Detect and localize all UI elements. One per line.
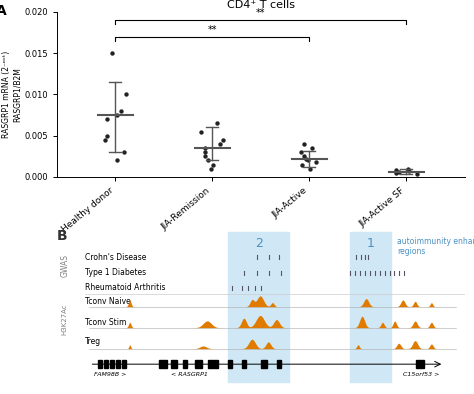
Text: Rheumatoid Arthritis: Rheumatoid Arthritis: [85, 283, 166, 292]
Point: [306, 165, 313, 172]
Text: Crohn's Disease: Crohn's Disease: [85, 253, 147, 262]
Bar: [104, 361, 108, 368]
Point: [301, 153, 308, 160]
Bar: [242, 361, 246, 368]
Point: [201, 153, 209, 160]
Text: 1: 1: [367, 236, 375, 249]
Point: [219, 137, 227, 143]
Text: A: A: [0, 4, 7, 18]
Bar: [159, 361, 167, 368]
Point: [101, 137, 109, 143]
Text: **: **: [208, 25, 217, 35]
Point: [216, 141, 224, 147]
Bar: [195, 361, 201, 368]
Point: [392, 170, 400, 176]
Point: [405, 168, 412, 174]
Bar: [416, 361, 424, 368]
Point: [297, 149, 305, 155]
Point: [103, 116, 111, 122]
Point: [114, 157, 121, 164]
Bar: [171, 361, 177, 368]
Text: B: B: [57, 229, 67, 243]
Text: C15orf53 >: C15orf53 >: [403, 372, 440, 377]
Bar: [208, 361, 218, 368]
Bar: [261, 361, 267, 368]
Text: autoimmunity enhancer
regions: autoimmunity enhancer regions: [397, 236, 474, 256]
Point: [405, 165, 412, 172]
Text: 2: 2: [255, 236, 263, 249]
Text: GWAS: GWAS: [61, 254, 70, 277]
Title: CD4⁺ T cells: CD4⁺ T cells: [227, 0, 295, 10]
Point: [201, 145, 209, 151]
Polygon shape: [90, 316, 456, 328]
Text: < RASGRP1: < RASGRP1: [171, 372, 208, 377]
Bar: [228, 361, 232, 368]
Text: Treg: Treg: [85, 337, 101, 346]
Bar: [116, 361, 120, 368]
Bar: [98, 361, 102, 368]
Point: [109, 50, 116, 56]
Point: [120, 149, 128, 155]
Point: [204, 157, 211, 164]
Point: [413, 171, 420, 177]
Polygon shape: [90, 296, 456, 307]
Point: [122, 91, 129, 98]
Y-axis label: RASGRP1 mRNA (2⁻ᶛᶜᵗ)
RASGRP1/B2M: RASGRP1 mRNA (2⁻ᶛᶜᵗ) RASGRP1/B2M: [2, 51, 21, 138]
Point: [103, 132, 111, 139]
Bar: [183, 361, 187, 368]
Point: [114, 112, 121, 118]
Point: [213, 120, 221, 126]
Point: [207, 165, 214, 172]
Point: [308, 145, 316, 151]
Point: [201, 149, 209, 155]
Point: [392, 167, 400, 173]
Point: [304, 157, 312, 164]
Polygon shape: [90, 340, 456, 349]
Text: H3K27Ac: H3K27Ac: [61, 303, 67, 335]
Bar: [277, 361, 281, 368]
Text: Type 1 Diabetes: Type 1 Diabetes: [85, 268, 146, 277]
Point: [197, 128, 205, 135]
Text: Tconv Naive: Tconv Naive: [85, 297, 131, 306]
Point: [209, 162, 217, 168]
Point: [299, 162, 306, 168]
Point: [301, 141, 308, 147]
Point: [395, 169, 402, 175]
Text: **: **: [256, 8, 265, 19]
Bar: [122, 361, 126, 368]
Text: FAM98B >: FAM98B >: [93, 372, 126, 377]
Point: [117, 108, 124, 114]
Text: Tconv Stim: Tconv Stim: [85, 318, 127, 327]
Bar: [110, 361, 114, 368]
Point: [302, 156, 310, 162]
Point: [312, 159, 319, 165]
